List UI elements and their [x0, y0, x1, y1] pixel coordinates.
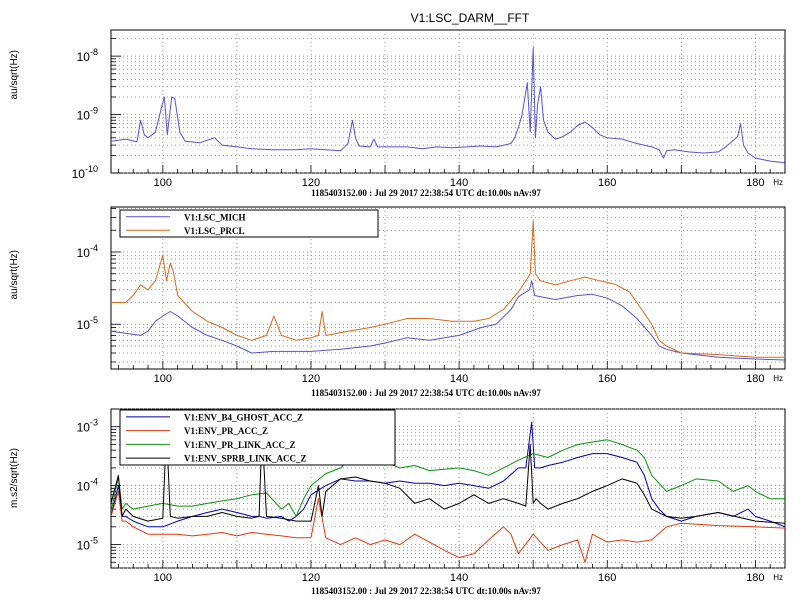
legend-box	[119, 209, 379, 238]
series-line-1	[111, 421, 785, 528]
plot-frame	[110, 29, 786, 174]
chart-footer: 1185403152.00 : Jul 29 2017 22:38:54 UTC…	[311, 388, 541, 398]
legend-label: V1:LSC_PRCL	[184, 226, 245, 236]
x-tick-label: 100	[154, 373, 172, 385]
x-tick-label: 100	[154, 177, 172, 189]
y-tick-label: 10-9	[77, 106, 98, 123]
y-tick-label: 10-10	[72, 164, 98, 181]
x-tick-label: 100	[154, 572, 172, 584]
legend: V1:ENV_B4_GHOST_ACC_Z V1:ENV_PR_ACC_Z V1:E…	[119, 409, 396, 466]
chart-panel-1: 100 120 140 160 180 Hz 10-10 10-9 10-8 au/sqrt(Hz…	[9, 29, 786, 198]
series-line-1	[111, 280, 785, 361]
series-group	[111, 47, 785, 164]
figure-title: V1:LSC_DARM__FFT	[410, 11, 530, 25]
y-axis-label: m.s2/sqrt(Hz)	[9, 448, 20, 508]
y-tick-label: 10-5	[77, 315, 98, 332]
x-tick-label: 180	[746, 373, 764, 385]
y-tick-label: 10-8	[77, 47, 98, 64]
x-tick-label: 160	[598, 572, 616, 584]
x-tick-label: 120	[302, 572, 320, 584]
chart-panel-3: 100 120 140 160 180 Hz 10-5 10-4 10-3 m.s2/sqrt(H…	[9, 408, 786, 596]
series-group	[111, 220, 785, 361]
x-tick-label: 140	[450, 572, 468, 584]
x-unit-label: Hz	[773, 374, 783, 383]
y-tick-label: 10-4	[77, 243, 98, 260]
series-line-2	[111, 490, 785, 563]
x-tick-label: 120	[302, 177, 320, 189]
legend: V1:LSC_MICH V1:LSC_PRCL	[119, 209, 379, 238]
y-axis-label: au/sqrt(Hz)	[9, 50, 20, 99]
x-tick-label: 140	[450, 373, 468, 385]
grid	[111, 207, 785, 369]
chart-footer: 1185403152.00 : Jul 29 2017 22:38:54 UTC…	[311, 586, 541, 596]
x-tick-label: 140	[450, 177, 468, 189]
y-tick-label: 10-3	[77, 418, 98, 435]
grid	[111, 30, 785, 174]
chart-footer: 1185403152.00 : Jul 29 2017 22:38:54 UTC…	[311, 188, 541, 198]
x-tick-label: 160	[598, 373, 616, 385]
legend-label: V1:ENV_PR_ACC_Z	[184, 426, 268, 436]
x-unit-label: Hz	[773, 178, 783, 187]
legend-label: V1:LSC_MICH	[184, 212, 246, 222]
series-line-4	[111, 428, 785, 524]
legend-label: V1:ENV_PR_LINK_ACC_Z	[184, 440, 296, 450]
x-tick-label: 160	[598, 177, 616, 189]
legend-label: V1:ENV_SPRB_LINK_ACC_Z	[184, 454, 307, 464]
series-line-2	[111, 220, 785, 358]
chart-panel-2: 100 120 140 160 180 Hz 10-5 10-4 au/sqrt(Hz) 1185…	[9, 206, 786, 398]
y-tick-label: 10-5	[77, 536, 98, 553]
y-tick-label: 10-4	[77, 477, 98, 494]
series-line-3	[111, 439, 785, 517]
x-tick-label: 180	[746, 177, 764, 189]
y-axis-label: au/sqrt(Hz)	[9, 250, 20, 299]
x-tick-label: 180	[746, 572, 764, 584]
x-tick-label: 120	[302, 373, 320, 385]
x-unit-label: Hz	[773, 573, 783, 582]
legend-box	[119, 409, 396, 466]
series-line-1	[111, 47, 785, 164]
legend-label: V1:ENV_B4_GHOST_ACC_Z	[184, 412, 303, 422]
series-group	[111, 421, 785, 563]
